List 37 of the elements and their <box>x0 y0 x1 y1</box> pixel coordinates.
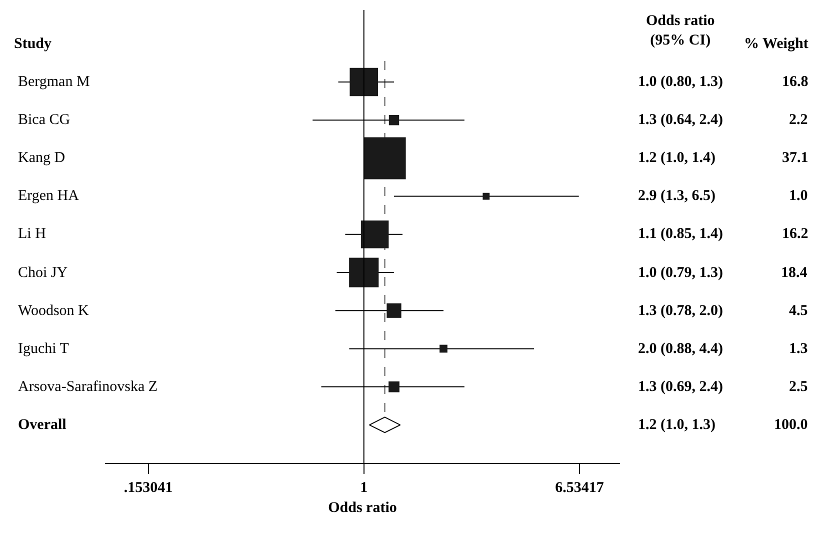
y-tick-label: Bergman M <box>18 74 90 90</box>
y-tick-label: Iguchi T <box>18 341 69 357</box>
text: 2.2 <box>789 112 808 128</box>
y-tick-label: Ergen HA <box>18 188 80 204</box>
text: 4.5 <box>789 303 808 319</box>
y-tick-label: Woodson K <box>18 303 90 319</box>
y-tick-label: Arsova-Sarafinovska Z <box>18 379 158 395</box>
y-tick-label: Kang D <box>18 150 66 166</box>
text: 1.3 (0.78, 2.0) <box>638 303 723 319</box>
text: 1.0 (0.80, 1.3) <box>638 74 723 90</box>
y-tick-label: Overall <box>18 417 66 433</box>
text: 2.5 <box>789 379 808 395</box>
text: Odds ratio (95% CI) <box>646 13 715 48</box>
text: 18.4 <box>781 265 808 281</box>
text: 1.3 (0.64, 2.4) <box>638 112 723 128</box>
text: 1.2 (1.0, 1.3) <box>638 417 716 433</box>
text: Study <box>14 36 52 52</box>
text: 1.3 <box>789 341 808 357</box>
text: 1.0 <box>789 188 808 204</box>
x-axis-title: Odds ratio <box>328 500 397 516</box>
x-tick-label: .153041 <box>124 480 173 496</box>
x-tick-label: 6.53417 <box>555 480 604 496</box>
text: 2.9 (1.3, 6.5) <box>638 188 716 204</box>
y-tick-label: Bica CG <box>18 112 70 128</box>
text: 37.1 <box>782 150 808 166</box>
text: 1.1 (0.85, 1.4) <box>638 226 723 242</box>
text: 1.3 (0.69, 2.4) <box>638 379 723 395</box>
text: 2.0 (0.88, 4.4) <box>638 341 723 357</box>
text: 16.8 <box>782 74 808 90</box>
text: 1.0 (0.79, 1.3) <box>638 265 723 281</box>
text: % Weight <box>744 36 808 52</box>
text: 100.0 <box>774 417 808 433</box>
y-tick-label: Li H <box>18 226 46 242</box>
x-tick-label: 1 <box>360 480 368 496</box>
text: 1.2 (1.0, 1.4) <box>638 150 716 166</box>
text: 16.2 <box>782 226 808 242</box>
y-tick-label: Choi JY <box>18 265 68 281</box>
